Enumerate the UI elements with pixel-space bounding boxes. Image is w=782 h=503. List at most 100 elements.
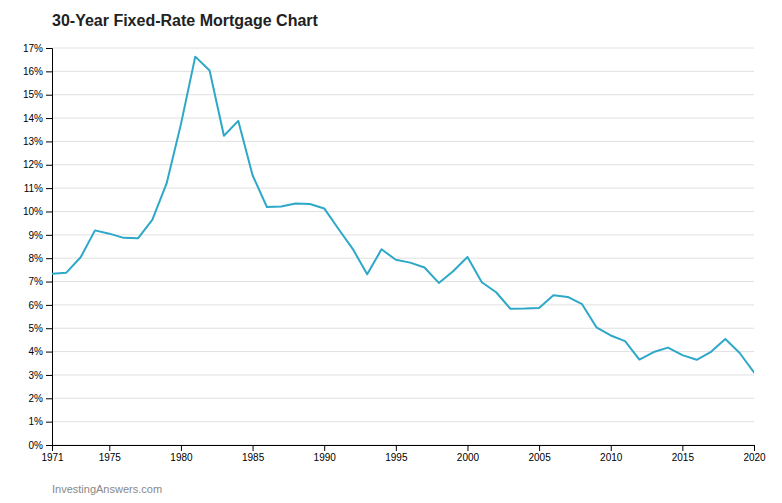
grid-line	[52, 164, 754, 165]
tick: 16%	[23, 66, 52, 77]
grid-line	[52, 94, 754, 95]
tick-mark	[46, 258, 52, 259]
tick-label: 12%	[23, 159, 43, 170]
y-axis: 0% 1% 2% 3% 4% 5% 6% 7% 8% 9% 10% 11% 12% 13% 14% 15% 16…	[23, 43, 53, 451]
tick-mark	[46, 95, 52, 96]
tick-mark	[396, 445, 397, 451]
tick: 2020	[743, 445, 766, 463]
tick-label: 2010	[600, 452, 623, 463]
grid-line	[52, 374, 754, 375]
grid-line	[52, 398, 754, 399]
tick: 13%	[23, 136, 52, 147]
line	[52, 57, 754, 373]
tick-mark	[46, 375, 52, 376]
grid-line	[52, 71, 754, 72]
grid-line	[52, 304, 754, 305]
tick-label: 2005	[528, 452, 551, 463]
tick-label: 16%	[23, 66, 43, 77]
tick-label: 5%	[29, 323, 44, 334]
tick-label: 1985	[242, 452, 265, 463]
tick-mark	[52, 445, 53, 451]
tick-label: 2020	[743, 452, 766, 463]
tick-mark	[46, 235, 52, 236]
tick-mark	[46, 211, 52, 212]
tick-mark	[46, 328, 52, 329]
tick-label: 11%	[24, 183, 43, 194]
tick-label: 6%	[29, 300, 44, 311]
tick: 2015	[672, 445, 695, 463]
tick-label: 1975	[99, 452, 122, 463]
tick-mark	[46, 282, 52, 283]
axis-line	[53, 446, 755, 452]
tick: 1985	[242, 445, 265, 463]
marks	[52, 57, 754, 373]
grid-line	[52, 328, 754, 329]
tick-mark	[46, 445, 52, 446]
tick-mark	[46, 71, 52, 72]
tick-label: 1995	[385, 452, 408, 463]
tick-mark	[181, 445, 182, 451]
axis-line	[46, 49, 53, 446]
tick-label: 4%	[29, 346, 44, 357]
tick: 1995	[385, 445, 408, 463]
tick-label: 0%	[29, 440, 44, 451]
grid-line	[52, 211, 754, 212]
grid-line	[52, 281, 754, 282]
tick-label: 14%	[23, 113, 43, 124]
tick-label: 1980	[170, 452, 193, 463]
tick: 2000	[457, 445, 480, 463]
grid-line	[52, 351, 754, 352]
tick-label: 8%	[29, 253, 44, 264]
tick: 15%	[23, 89, 52, 100]
tick-mark	[253, 445, 254, 451]
tick-label: 13%	[23, 136, 43, 147]
plot: 0% 1% 2% 3% 4% 5% 6% 7% 8% 9% 10% 11% 12% 13% 14% 15% 16…	[23, 43, 766, 463]
tick: 11%	[24, 183, 52, 194]
tick: 6%	[29, 300, 52, 311]
tick-mark	[467, 445, 468, 451]
tick: 9%	[29, 230, 52, 241]
tick-label: 9%	[29, 230, 44, 241]
tick-label: 7%	[29, 276, 44, 287]
tick-mark	[682, 445, 683, 451]
tick: 2010	[600, 445, 623, 463]
annotation: InvestingAnswers.com	[52, 483, 162, 495]
tick-mark	[46, 48, 52, 49]
grid-line	[52, 188, 754, 189]
tick-mark	[539, 445, 540, 451]
grid-line	[52, 118, 754, 119]
tick-mark	[46, 141, 52, 142]
tick: 1%	[29, 416, 52, 427]
grid-line	[52, 421, 754, 422]
tick: 2%	[29, 393, 52, 404]
grid-line	[52, 258, 754, 259]
tick-label: 2000	[457, 452, 480, 463]
tick: 1971	[41, 445, 64, 463]
tick: 17%	[23, 43, 52, 54]
tick-mark	[46, 118, 52, 119]
tick: 12%	[23, 159, 52, 170]
chart: 0% 1% 2% 3% 4% 5% 6% 7% 8% 9% 10% 11% 12% 13% 14% 15% 16…	[0, 0, 782, 503]
tick: 5%	[29, 323, 52, 334]
tick-label: 15%	[23, 89, 43, 100]
tick: 14%	[23, 113, 52, 124]
tick-mark	[46, 352, 52, 353]
tick-label: 2015	[672, 452, 695, 463]
tick: 10%	[23, 206, 52, 217]
tick: 8%	[29, 253, 52, 264]
title: 30-Year Fixed-Rate Mortgage Chart	[52, 12, 319, 29]
tick-mark	[324, 445, 325, 451]
tick-label: 17%	[23, 43, 43, 54]
tick-mark	[46, 305, 52, 306]
grid	[52, 48, 754, 445]
tick-mark	[754, 445, 755, 451]
tick: 1975	[99, 445, 122, 463]
tick: 0%	[29, 440, 52, 451]
tick: 3%	[29, 370, 52, 381]
tick-mark	[46, 398, 52, 399]
tick: 1980	[170, 445, 193, 463]
tick-mark	[46, 165, 52, 166]
grid-line	[52, 141, 754, 142]
tick-label: 2%	[29, 393, 44, 404]
tick: 2005	[528, 445, 551, 463]
